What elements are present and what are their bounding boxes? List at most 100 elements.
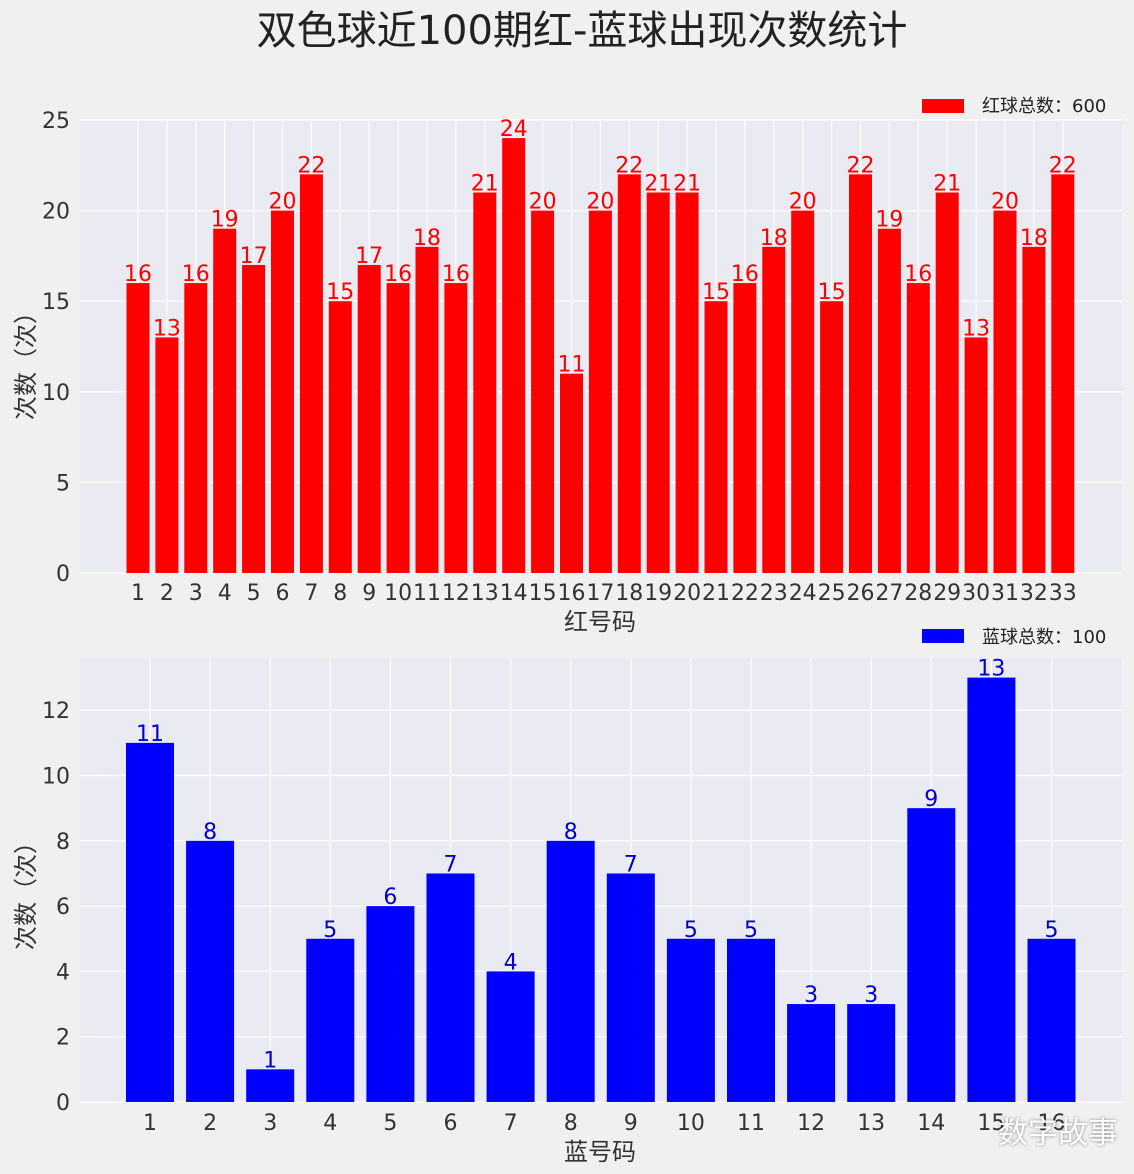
blue-bar	[666, 938, 715, 1102]
red-x-tick-label: 14	[500, 581, 528, 606]
red-x-tick-label: 11	[413, 581, 441, 606]
red-x-tick-label: 16	[558, 581, 586, 606]
blue-bar-value-label: 6	[383, 885, 397, 910]
red-bar-value-label: 24	[500, 117, 528, 142]
red-bar-value-label: 20	[991, 190, 1019, 215]
red-bar-value-label: 20	[586, 190, 614, 215]
red-legend: 红球总数：600	[922, 96, 1106, 117]
red-x-tick-label: 17	[586, 581, 614, 606]
blue-y-tick-label: 6	[56, 895, 70, 920]
blue-bar	[306, 938, 355, 1102]
red-x-tick-label: 21	[702, 581, 730, 606]
red-bar	[733, 283, 757, 573]
red-y-tick-label: 0	[56, 562, 70, 587]
red-bar-value-label: 21	[933, 171, 961, 196]
blue-bars	[126, 677, 1076, 1102]
red-x-tick-label: 23	[760, 581, 788, 606]
blue-x-tick-label: 5	[383, 1111, 397, 1136]
red-bar	[704, 301, 728, 573]
red-bar-value-label: 22	[615, 153, 643, 178]
red-bar	[820, 301, 844, 573]
red-y-tick-label: 25	[42, 109, 70, 134]
red-x-tick-label: 7	[304, 581, 318, 606]
red-bar	[675, 192, 699, 574]
red-x-tick-label: 20	[673, 581, 701, 606]
red-bar-value-label: 21	[673, 171, 701, 196]
blue-x-tick-label: 8	[564, 1111, 578, 1136]
red-bar-value-label: 19	[875, 208, 903, 233]
red-bar	[935, 192, 959, 574]
blue-x-tick-label: 4	[323, 1111, 337, 1136]
blue-bar-value-label: 9	[924, 787, 938, 812]
red-bar	[184, 283, 208, 573]
blue-legend-swatch	[922, 629, 964, 643]
red-y-tick-label: 15	[42, 290, 70, 315]
blue-bar-value-label: 5	[684, 918, 698, 943]
blue-y-tick-label: 0	[56, 1091, 70, 1116]
blue-x-tick-label: 16	[1038, 1111, 1066, 1136]
blue-x-tick-label: 2	[203, 1111, 217, 1136]
red-bar	[213, 228, 237, 573]
blue-bar-value-label: 3	[804, 983, 818, 1008]
red-bar	[271, 210, 294, 573]
red-bar	[964, 337, 988, 573]
blue-bar-value-label: 5	[744, 918, 758, 943]
blue-bar-value-label: 5	[323, 918, 337, 943]
blue-bar	[967, 677, 1016, 1102]
red-bar-value-label: 18	[413, 226, 441, 251]
red-y-tick-label: 5	[56, 471, 70, 496]
blue-bar	[126, 742, 174, 1102]
red-x-tick-label: 8	[333, 581, 347, 606]
blue-x-tick-label: 10	[677, 1111, 705, 1136]
red-bars	[126, 138, 1075, 574]
red-x-tick-label: 22	[731, 581, 759, 606]
blue-bar	[1027, 938, 1076, 1102]
red-legend-label: 红球总数：600	[982, 96, 1106, 117]
blue-x-ticks: 1 2 3 4 5 6 7 8 9 10 11 12 13 14 15 16	[143, 1111, 1066, 1136]
red-x-tick-label: 5	[247, 581, 261, 606]
red-bar-value-label: 22	[1049, 153, 1077, 178]
red-x-tick-label: 19	[644, 581, 672, 606]
blue-bar	[606, 873, 655, 1102]
red-bar-value-label: 17	[240, 244, 268, 269]
red-x-ticks: 1 2 3 4 5 6 7 8 9 10 11 12 13 14 15 16 17 18 19 20 21 22 23 24 2…	[131, 581, 1077, 606]
red-bar-value-label: 22	[847, 153, 875, 178]
blue-bar	[486, 971, 535, 1102]
red-y-tick-label: 20	[42, 200, 70, 225]
blue-y-tick-label: 4	[56, 960, 70, 985]
blue-bar-labels: 11 8 1 5 6 7 4 8 7 5 5 3 3 9 13 5	[136, 657, 1059, 1074]
blue-bar-value-label: 5	[1045, 918, 1059, 943]
red-bar-value-label: 18	[760, 226, 788, 251]
red-x-tick-label: 9	[362, 581, 376, 606]
red-bar-value-label: 15	[702, 280, 730, 305]
red-bar-value-label: 16	[384, 262, 412, 287]
red-bar-value-label: 20	[529, 190, 557, 215]
red-bar-value-label: 20	[789, 190, 817, 215]
red-x-tick-label: 13	[471, 581, 499, 606]
blue-x-tick-label: 7	[504, 1111, 518, 1136]
blue-bar-value-label: 8	[203, 820, 217, 845]
red-bar	[502, 138, 526, 573]
blue-bar	[847, 1004, 896, 1102]
red-bar	[126, 283, 150, 573]
blue-bar-value-label: 3	[864, 983, 878, 1008]
red-x-tick-label: 27	[875, 581, 903, 606]
red-y-tick-label: 10	[42, 381, 70, 406]
blue-y-tick-label: 10	[42, 765, 70, 790]
red-y-axis-label: 次数（次）	[12, 300, 40, 420]
red-bar	[1051, 174, 1075, 574]
blue-bar	[366, 906, 415, 1102]
red-bar-value-label: 16	[442, 262, 470, 287]
blue-bar-value-label: 11	[136, 722, 164, 747]
blue-y-axis-label: 次数（次）	[12, 830, 40, 950]
red-x-tick-label: 24	[789, 581, 817, 606]
red-bar	[415, 246, 439, 573]
watermark-text: 数字故事	[998, 1116, 1118, 1151]
red-bar	[531, 210, 555, 573]
blue-bar-value-label: 7	[624, 852, 638, 877]
red-bar	[242, 264, 266, 573]
blue-bar	[186, 840, 235, 1102]
red-bar	[328, 301, 352, 573]
red-bar	[762, 246, 786, 573]
